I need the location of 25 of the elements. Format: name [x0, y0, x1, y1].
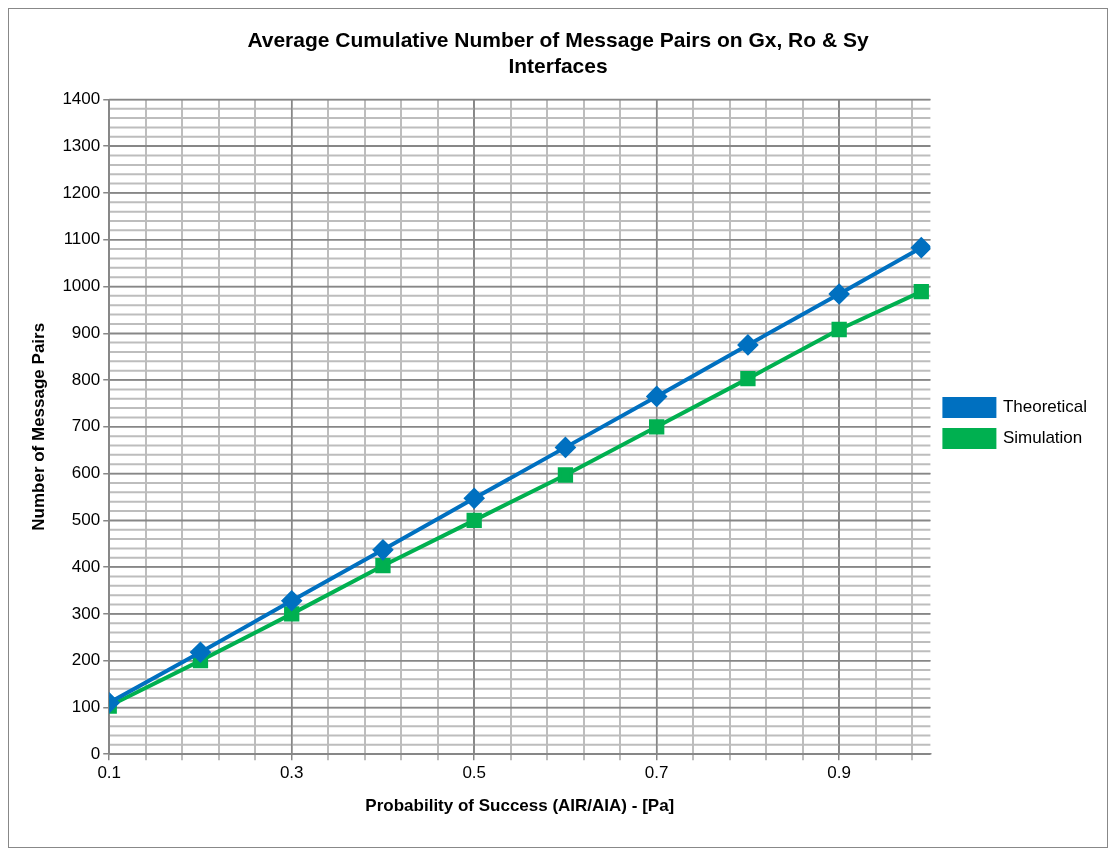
y-tick-label: 1000: [62, 276, 101, 296]
x-tick-label: 0.9: [827, 763, 851, 783]
y-tick-label: 200: [71, 650, 101, 670]
y-tick-label: 800: [71, 369, 101, 389]
y-tick-label: 300: [71, 603, 101, 623]
y-tick-label: 600: [71, 463, 101, 483]
legend-label: Simulation: [1002, 428, 1083, 448]
x-tick-label: 0.5: [462, 763, 487, 783]
y-tick-label: 700: [71, 416, 101, 436]
y-tick-label: 1100: [63, 229, 101, 249]
chart-title: Average Cumulative Number of Message Pairs on Gx, Ro & Sy Interfaces: [247, 28, 869, 77]
x-tick-label: 0.7: [644, 763, 669, 783]
x-axis-title: Probability of Success (AIR/AIA) - [Pa]: [365, 796, 675, 816]
y-tick-label: 1200: [62, 182, 101, 202]
y-tick-label: 900: [71, 322, 101, 342]
y-tick-label: 1300: [62, 135, 101, 155]
y-tick-label: 0: [90, 743, 101, 763]
y-tick-label: 400: [71, 556, 101, 576]
x-tick-label: 0.1: [97, 763, 122, 783]
y-tick-label: 100: [71, 697, 101, 717]
x-tick-label: 0.3: [279, 763, 304, 783]
y-tick-label: 1400: [62, 89, 101, 109]
y-tick-label: 500: [71, 510, 101, 530]
legend-label: Theoretical: [1002, 397, 1088, 417]
y-axis-title: Number of Message Pairs: [28, 322, 48, 531]
